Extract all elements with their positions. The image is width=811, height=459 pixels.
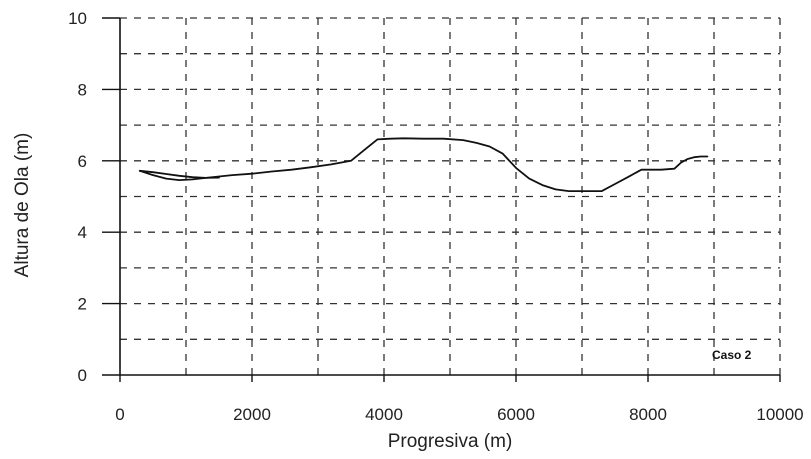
y-tick-label: 4 bbox=[78, 223, 87, 242]
x-tick-label: 0 bbox=[115, 405, 124, 424]
x-tick-label: 8000 bbox=[629, 405, 667, 424]
y-tick-label: 10 bbox=[68, 9, 87, 28]
grid-lines bbox=[120, 17, 781, 375]
x-tick-label: 6000 bbox=[497, 405, 535, 424]
series-line bbox=[138, 169, 220, 179]
y-tick-label: 0 bbox=[78, 366, 87, 385]
axis-ticks: 0 2000 4000 6000 8000 10000 0 2 4 6 8 10 bbox=[68, 9, 804, 424]
y-axis-title: Altura de Ola (m) bbox=[12, 133, 33, 278]
x-tick-label: 10000 bbox=[756, 405, 803, 424]
series-lines bbox=[138, 137, 709, 192]
y-tick-label: 8 bbox=[78, 80, 87, 99]
y-tick-label: 2 bbox=[78, 295, 87, 314]
axes bbox=[119, 18, 780, 376]
series-line bbox=[138, 137, 709, 192]
x-tick-label: 2000 bbox=[233, 405, 271, 424]
case-annotation: Caso 2 bbox=[712, 348, 752, 362]
y-tick-label: 6 bbox=[78, 152, 87, 171]
x-axis-title: Progresiva (m) bbox=[388, 431, 513, 452]
x-tick-label: 4000 bbox=[365, 405, 403, 424]
